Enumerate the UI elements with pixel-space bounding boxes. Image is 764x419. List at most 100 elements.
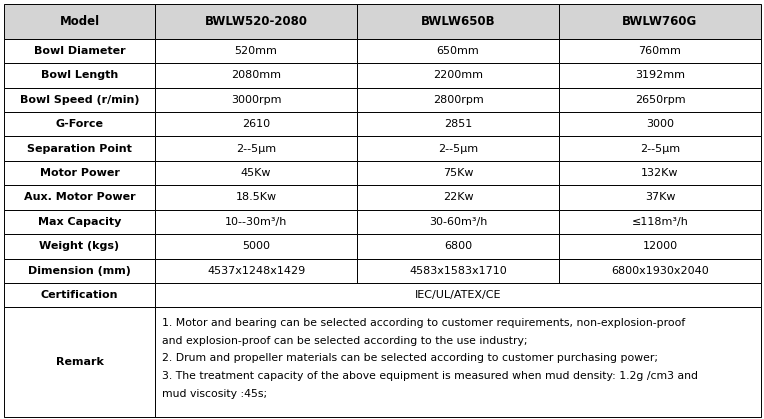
Text: 2--5μm: 2--5μm [236,144,276,154]
Text: Aux. Motor Power: Aux. Motor Power [24,192,135,202]
Bar [559,234,761,259]
Text: 37Kw: 37Kw [645,192,675,202]
Text: Bowl Length: Bowl Length [40,70,118,80]
Text: 2080mm: 2080mm [231,70,281,80]
Bar [4,137,155,161]
Text: 3. The treatment capacity of the above equipment is measured when mud density: 1: 3. The treatment capacity of the above e… [162,371,698,381]
Text: 10--30m³/h: 10--30m³/h [225,217,287,227]
Text: G-Force: G-Force [56,119,103,129]
Bar [4,39,155,63]
Bar [559,88,761,112]
Text: BWLW760G: BWLW760G [623,15,698,28]
Text: 18.5Kw: 18.5Kw [235,192,277,202]
Bar [155,210,357,234]
Bar [155,112,357,137]
Text: 75Kw: 75Kw [443,168,473,178]
Bar [155,259,357,283]
Bar [357,185,559,210]
Text: 2200mm: 2200mm [433,70,483,80]
Text: 3192mm: 3192mm [635,70,685,80]
Text: 2--5μm: 2--5μm [438,144,478,154]
Bar [4,308,155,417]
Text: ≤118m³/h: ≤118m³/h [632,217,688,227]
Text: 3000: 3000 [646,119,674,129]
Text: 2. Drum and propeller materials can be selected according to customer purchasing: 2. Drum and propeller materials can be s… [162,353,658,363]
Bar [357,137,559,161]
Bar [4,161,155,185]
Text: 2650rpm: 2650rpm [635,95,685,105]
Bar [155,185,357,210]
Bar [559,4,761,39]
Bar [155,308,761,417]
Text: mud viscosity :45s;: mud viscosity :45s; [162,389,267,398]
Text: Model: Model [60,15,99,28]
Text: 2610: 2610 [242,119,270,129]
Text: 4537x1248x1429: 4537x1248x1429 [207,266,305,276]
Text: 22Kw: 22Kw [442,192,474,202]
Bar [357,88,559,112]
Text: 30-60m³/h: 30-60m³/h [429,217,487,227]
Text: Weight (kgs): Weight (kgs) [40,241,119,251]
Bar [155,63,357,88]
Text: Certification: Certification [40,290,118,300]
Bar [559,39,761,63]
Text: 760mm: 760mm [639,46,681,56]
Bar [155,39,357,63]
Text: Max Capacity: Max Capacity [37,217,121,227]
Bar [155,161,357,185]
Text: 6800: 6800 [444,241,472,251]
Bar [559,259,761,283]
Bar [4,210,155,234]
Bar [4,112,155,137]
Bar [357,4,559,39]
Text: 3000rpm: 3000rpm [231,95,281,105]
Bar [357,259,559,283]
Text: Bowl Speed (r/min): Bowl Speed (r/min) [20,95,139,105]
Text: and explosion-proof can be selected according to the use industry;: and explosion-proof can be selected acco… [162,336,527,346]
Bar [357,39,559,63]
Bar [4,185,155,210]
Bar [155,4,357,39]
Text: 45Kw: 45Kw [241,168,271,178]
Text: 1. Motor and bearing can be selected according to customer requirements, non-exp: 1. Motor and bearing can be selected acc… [162,318,685,328]
Bar [4,63,155,88]
Text: BWLW650B: BWLW650B [421,15,495,28]
Bar [4,259,155,283]
Bar [4,88,155,112]
Text: 132Kw: 132Kw [641,168,678,178]
Text: Bowl Diameter: Bowl Diameter [34,46,125,56]
Bar [155,234,357,259]
Bar [357,112,559,137]
Bar [559,63,761,88]
Text: 2800rpm: 2800rpm [432,95,484,105]
Text: 5000: 5000 [242,241,270,251]
Bar [4,283,155,308]
Bar [559,161,761,185]
Bar [155,283,761,308]
Text: BWLW520-2080: BWLW520-2080 [205,15,308,28]
Bar [357,234,559,259]
Bar [559,137,761,161]
Bar [155,88,357,112]
Text: IEC/UL/ATEX/CE: IEC/UL/ATEX/CE [415,290,501,300]
Bar [4,4,155,39]
Bar [357,210,559,234]
Text: Dimension (mm): Dimension (mm) [28,266,131,276]
Bar [559,185,761,210]
Text: Motor Power: Motor Power [40,168,119,178]
Bar [559,112,761,137]
Bar [155,137,357,161]
Text: 2--5μm: 2--5μm [640,144,680,154]
Text: 2851: 2851 [444,119,472,129]
Bar [4,234,155,259]
Text: 650mm: 650mm [437,46,479,56]
Text: 6800x1930x2040: 6800x1930x2040 [611,266,709,276]
Bar [559,210,761,234]
Bar [357,161,559,185]
Bar [357,63,559,88]
Text: Remark: Remark [56,357,103,367]
Text: 520mm: 520mm [235,46,277,56]
Text: 12000: 12000 [643,241,678,251]
Text: Separation Point: Separation Point [27,144,132,154]
Text: 4583x1583x1710: 4583x1583x1710 [410,266,507,276]
